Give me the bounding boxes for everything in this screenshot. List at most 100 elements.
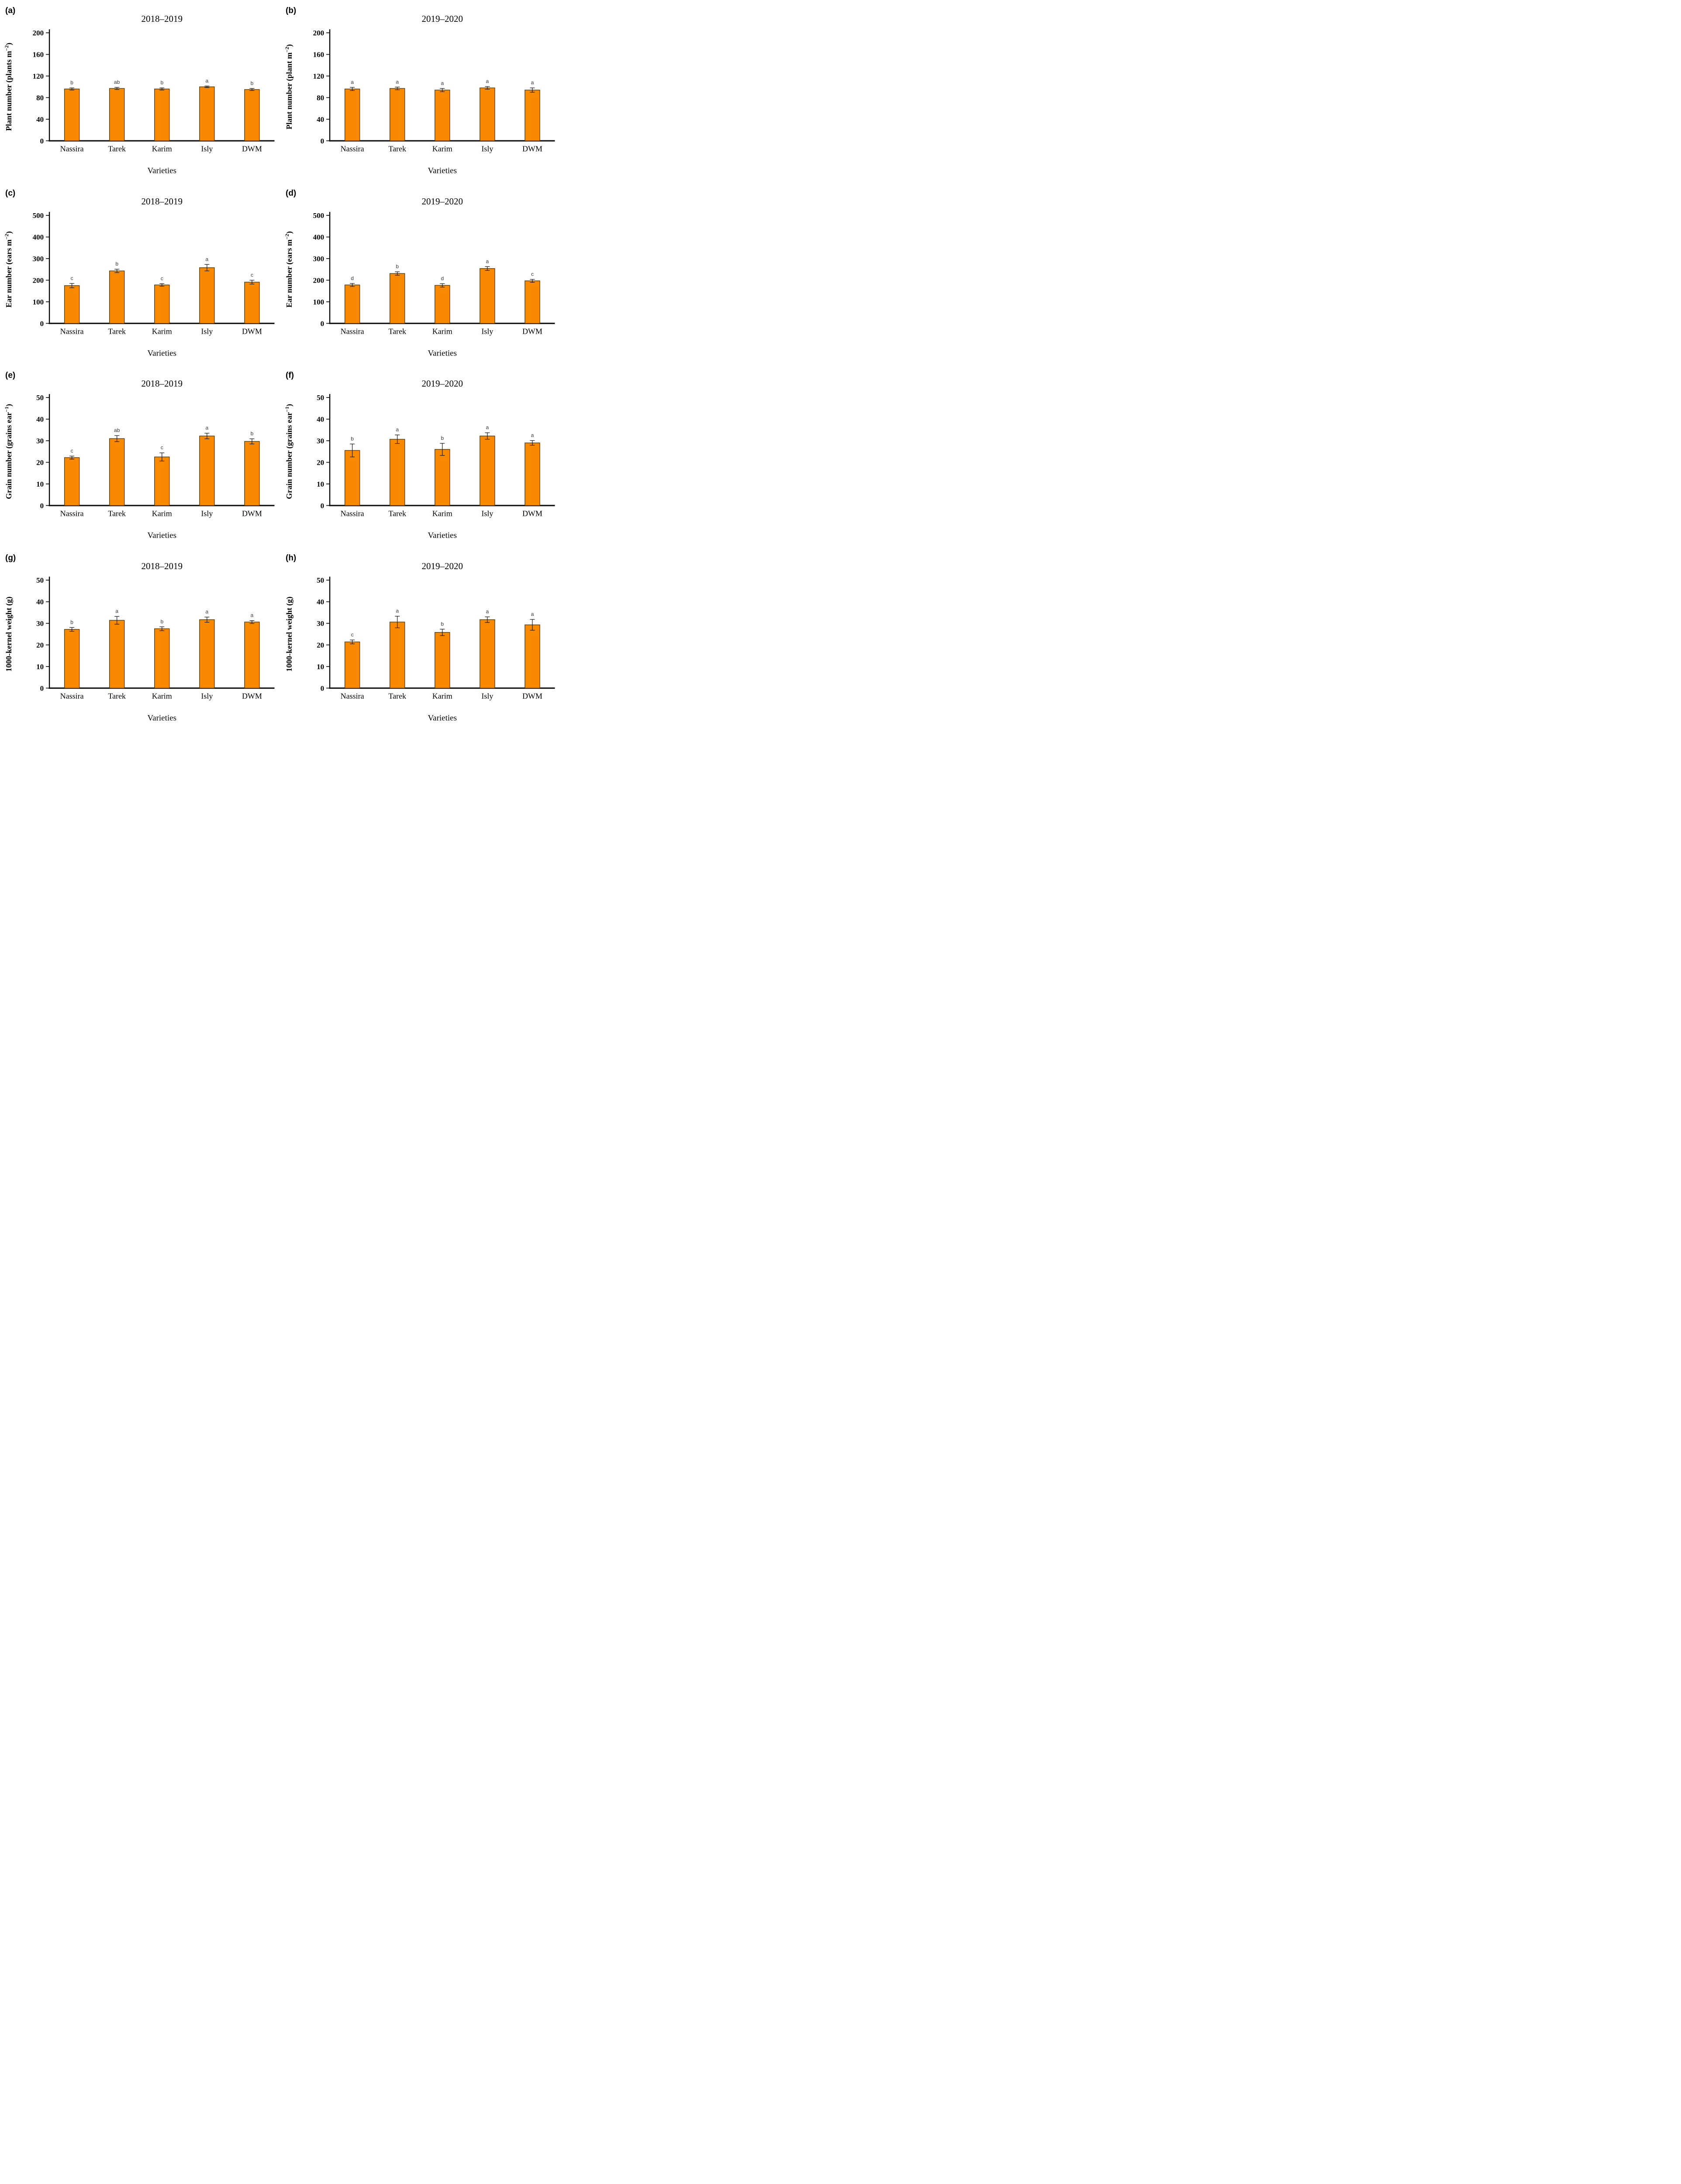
bar [389, 621, 405, 688]
y-tick-label: 0 [40, 501, 44, 510]
y-axis-title-text: Ear number (ears m [4, 239, 14, 308]
y-tick-label: 160 [33, 51, 44, 59]
x-tick-label: Karim [432, 691, 452, 700]
y-axis-title-text: ) [4, 43, 14, 45]
x-tick-label: Nassira [340, 144, 364, 153]
x-tick-label: Karim [432, 327, 452, 335]
bar [389, 88, 405, 142]
y-axis-title: Grain number (grains ear−1) [284, 404, 294, 499]
significance-letter: a [206, 256, 209, 262]
x-tick-label: Nassira [60, 144, 84, 153]
chart-svg-f: (f) 2019–2020 0 10 20 30 40 50 b Nassira a Tarek b Ka… [284, 371, 555, 540]
x-axis-title: Varieties [428, 166, 456, 175]
significance-letter: b [441, 621, 444, 627]
x-tick-label: Isly [201, 509, 213, 518]
x-tick-label: Tarek [388, 691, 406, 700]
y-axis-title-text: 1000-kernel weight (g) [285, 596, 294, 671]
y-tick-label: 300 [313, 255, 324, 263]
y-tick-label: 0 [40, 137, 44, 145]
y-axis-title: Ear number (ears m−2) [3, 231, 14, 308]
significance-letter: a [486, 608, 489, 615]
chart-svg-h: (h) 2019–2020 0 10 20 30 40 50 c Nassira a Tarek b Ka… [285, 553, 555, 722]
y-axis-title: Grain number (grains ear−1) [3, 404, 14, 499]
x-tick-label: Isly [481, 144, 493, 153]
chart-title: 2018–2019 [142, 378, 183, 389]
panel-label: (e) [5, 371, 15, 380]
chart-title: 2018–2019 [142, 14, 183, 24]
significance-letter: a [351, 79, 354, 85]
x-tick-label: DWM [242, 691, 262, 700]
x-tick-label: Nassira [340, 691, 364, 700]
bar [109, 619, 125, 688]
chart-title: 2018–2019 [142, 561, 183, 571]
y-tick-label: 40 [36, 115, 44, 124]
significance-letter: a [206, 608, 209, 615]
bar [434, 449, 450, 506]
bar [244, 89, 260, 142]
chart-title: 2018–2019 [142, 196, 183, 207]
y-tick-label: 30 [317, 437, 324, 445]
significance-letter: b [351, 435, 354, 442]
significance-letter: b [70, 619, 73, 625]
bar [244, 281, 260, 324]
x-tick-label: Isly [481, 691, 493, 700]
chart-panel-b: (b) 2019–2020 0 40 80 120 160 200 a Nassira a Tarek… [280, 0, 561, 183]
bar [154, 88, 170, 142]
panel-label: (h) [286, 553, 296, 563]
y-tick-label: 30 [36, 619, 44, 628]
chart-panel-f: (f) 2019–2020 0 10 20 30 40 50 b Nassira a Tarek b Ka… [280, 365, 561, 547]
significance-letter: a [251, 612, 254, 618]
significance-letter: a [486, 258, 489, 264]
chart-title: 2019–2020 [421, 561, 463, 571]
significance-letter: c [71, 275, 73, 281]
y-tick-label: 20 [36, 458, 44, 467]
y-tick-label: 10 [317, 480, 324, 488]
y-axis-title-superscript: −2 [284, 234, 290, 239]
significance-letter: d [351, 275, 354, 281]
chart-panel-e: (e) 2018–2019 0 10 20 30 40 50 c Nassira ab Tarek c K… [0, 365, 280, 547]
y-tick-label: 50 [36, 394, 44, 402]
significance-letter: c [161, 445, 163, 451]
y-axis-title-text: ) [4, 231, 14, 234]
y-axis-title-superscript: −1 [3, 407, 10, 412]
bar [244, 441, 260, 506]
y-tick-label: 500 [313, 211, 324, 220]
y-axis-title-text: ) [285, 231, 294, 234]
x-tick-label: Karim [152, 509, 172, 518]
y-tick-label: 20 [317, 458, 324, 467]
bar [524, 624, 540, 688]
significance-letter: a [115, 608, 118, 614]
significance-letter: ab [114, 79, 120, 85]
y-tick-label: 500 [33, 211, 44, 220]
y-tick-label: 10 [36, 662, 44, 670]
bar [109, 270, 125, 324]
x-tick-label: DWM [522, 509, 542, 518]
bar [199, 619, 215, 688]
bar [199, 435, 215, 506]
significance-letter: b [160, 79, 163, 86]
y-tick-label: 20 [36, 641, 44, 649]
bar [524, 442, 540, 506]
chart-panel-g: (g) 2018–2019 0 10 20 30 40 50 b Nassira a Tarek b Ka… [0, 547, 280, 730]
significance-letter: b [115, 261, 118, 267]
panel-label: (f) [286, 371, 294, 380]
y-tick-label: 40 [317, 598, 324, 606]
bar [479, 435, 495, 506]
bar [109, 438, 125, 506]
y-axis-title-superscript: −2 [3, 45, 10, 51]
bar [344, 88, 360, 142]
x-tick-label: Nassira [60, 691, 84, 700]
chart-svg-c: (c) 2018–2019 0 100 200 300 400 500 c Nassira b Tar… [3, 189, 275, 358]
y-tick-label: 80 [36, 93, 44, 102]
significance-letter: c [351, 632, 353, 638]
bar [434, 285, 450, 324]
y-axis-title-text: 1000-kernel weight (g) [4, 596, 14, 671]
panel-label: (d) [286, 189, 296, 198]
x-tick-label: DWM [522, 144, 542, 153]
chart-svg-b: (b) 2019–2020 0 40 80 120 160 200 a Nassira a Tarek… [284, 6, 555, 175]
bar [344, 284, 360, 324]
y-axis-title-superscript: −2 [3, 234, 10, 239]
figure-grid: (a) 2018–2019 0 40 80 120 160 200 b Nassira ab Tare… [0, 0, 560, 729]
y-tick-label: 400 [313, 233, 324, 241]
bar [434, 90, 450, 142]
